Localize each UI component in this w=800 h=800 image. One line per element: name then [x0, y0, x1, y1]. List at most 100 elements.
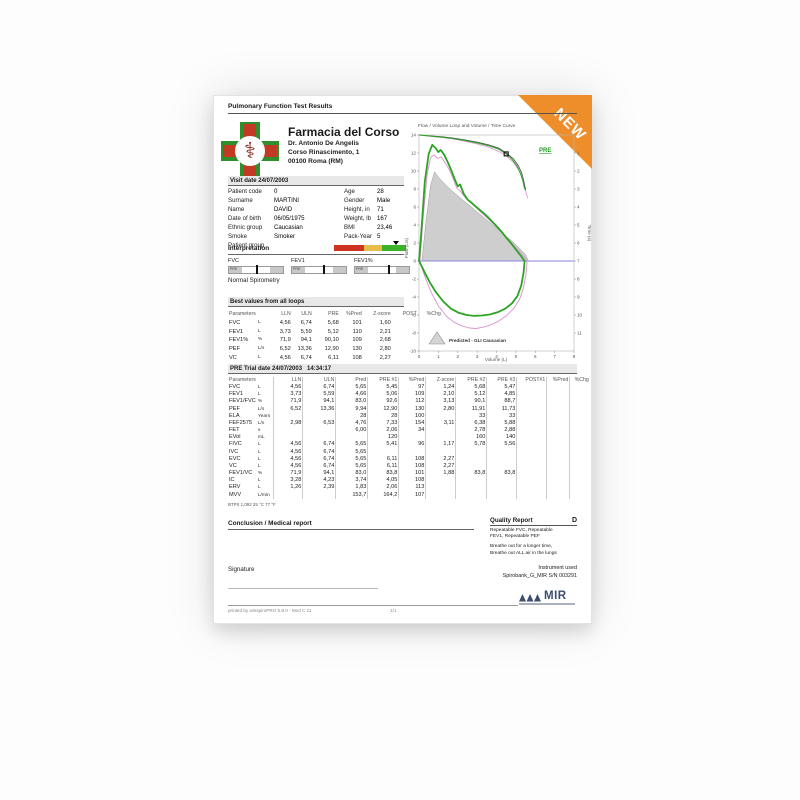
table-cell: 4,56 — [273, 441, 303, 449]
table-cell: 71,9 — [273, 470, 303, 478]
table-cell — [569, 470, 590, 478]
table-cell: 4,56 — [273, 448, 303, 456]
y-tick-label: -4 — [412, 295, 417, 300]
field-value: 71 — [377, 206, 384, 213]
table-cell: MVV — [229, 491, 242, 498]
table-cell: 28 — [335, 412, 368, 420]
btps-note: BTPS 1,092 25 °C 77 °F — [228, 502, 276, 507]
table-cell: L — [257, 456, 261, 462]
field-label: BMI — [344, 224, 355, 231]
table-cell — [516, 455, 547, 463]
table-cell: 5,06 — [367, 391, 399, 399]
table-cell: 6,74 — [302, 448, 336, 456]
table-cell: 88,7 — [486, 398, 517, 406]
y2-tick-label: 4 — [577, 205, 580, 210]
table-cell: EVC — [229, 455, 241, 462]
table-cell — [569, 412, 590, 420]
table-cell: 96 — [398, 441, 426, 449]
table-cell: 5,59 — [300, 328, 312, 335]
table-cell — [569, 484, 590, 492]
clinic-address: Corso Rinascimento, 1 — [288, 149, 360, 156]
table-cell — [546, 412, 570, 420]
table-cell: L — [257, 392, 261, 398]
table-cell: 5,59 — [302, 391, 336, 399]
y-tick-label: -2 — [412, 277, 417, 282]
table-cell: 5,47 — [486, 384, 517, 392]
table-cell: 101 — [398, 470, 426, 478]
table-row: FEV1 L 3,73 5,59 4,66 5,06 109 2,10 5,12 4,85 — [228, 391, 590, 399]
table-cell — [546, 398, 570, 406]
table-cell — [516, 484, 547, 492]
legend-label: Predicted - GLI Caucasian — [449, 338, 506, 343]
quality-grade: D — [571, 517, 577, 524]
table-cell — [486, 484, 517, 492]
table-cell: Parameters — [229, 311, 256, 317]
table-cell: 6,11 — [328, 354, 339, 361]
x-axis-title: Volume (L) — [485, 357, 508, 362]
table-cell — [516, 441, 547, 449]
table-cell: 4,85 — [486, 391, 517, 399]
table-cell: 11,73 — [486, 405, 517, 413]
table-cell: 108 — [398, 455, 426, 463]
page-number: 1/1 — [390, 608, 397, 613]
table-cell — [486, 462, 517, 471]
table-cell: L/s — [257, 406, 265, 412]
table-cell: 5,65 — [335, 462, 368, 471]
table-cell: 28 — [367, 412, 399, 420]
table-cell: 2,27 — [425, 462, 456, 471]
table-cell: 5,88 — [486, 419, 517, 428]
table-row: PEF L/s 6,52 13,36 9,94 12,90 130 2,80 11,91 11,7… — [228, 405, 590, 413]
field-value: 0 — [274, 188, 278, 195]
table-cell: EVol — [229, 434, 241, 441]
table-cell: L — [257, 442, 261, 448]
table-cell: 154 — [398, 419, 426, 428]
table-cell: Parameters — [229, 377, 256, 383]
visit-date-bar: Visit date 24/07/2003 — [228, 176, 404, 186]
table-cell: 9,94 — [335, 405, 368, 413]
table-cell: 5,12 — [327, 328, 339, 335]
flow-volume-chart: Flow / Volume Loop and Volume / Time Cur… — [404, 124, 591, 364]
table-cell: POST — [402, 311, 417, 317]
table-cell — [455, 477, 487, 485]
field-label: Age — [344, 188, 355, 195]
table-cell — [516, 491, 547, 499]
patient-field: Name DAVID — [228, 206, 340, 215]
table-cell: 83,0 — [335, 398, 368, 406]
field-value: 167 — [377, 215, 388, 222]
table-cell — [425, 434, 456, 442]
table-cell: 1,83 — [335, 484, 368, 492]
y-tick-label: -6 — [412, 313, 417, 318]
table-cell — [516, 434, 547, 442]
mir-logo: MIR — [519, 590, 579, 605]
table-cell: 3,28 — [273, 477, 303, 485]
table-cell: 3,73 — [273, 391, 303, 399]
table-header-row: Parameters LLN ULN PRE %Pred Z-score POST %Chg — [228, 310, 442, 319]
table-cell: 3,13 — [425, 398, 456, 406]
table-cell — [486, 455, 517, 463]
table-cell: 107 — [398, 491, 426, 499]
patient-field: Gender Male — [344, 197, 404, 206]
table-cell: 4,05 — [367, 477, 399, 485]
table-cell: 4,56 — [273, 455, 303, 463]
table-cell: %Chg — [569, 377, 590, 385]
pre-flow-volume-loop — [418, 143, 526, 317]
table-cell: PRE #2 — [455, 377, 487, 385]
table-cell: 2,27 — [425, 455, 456, 463]
table-cell: LLN — [281, 311, 291, 317]
table-cell: 2,78 — [455, 427, 487, 435]
table-cell — [516, 384, 547, 392]
table-cell: 3,73 — [279, 328, 291, 335]
quality-lines: Repeatable FVC, Repeatable FEV1, Repeatab… — [490, 528, 577, 557]
footer-rule — [228, 605, 518, 606]
field-value: Male — [377, 197, 391, 204]
table-cell: POST#1 — [516, 377, 547, 385]
table-cell: 4,66 — [335, 391, 368, 399]
interpretation-gauges: FVC PRE FEV1 PRE FEV1% PRE — [228, 258, 412, 275]
table-cell: 94,1 — [300, 337, 312, 344]
table-cell: L — [257, 328, 261, 334]
table-cell — [273, 427, 303, 435]
table-cell — [516, 470, 547, 478]
severity-segment — [334, 245, 365, 251]
table-cell: 71,9 — [273, 398, 303, 406]
table-row: ELA Years 28 28 100 33 33 — [228, 412, 590, 420]
